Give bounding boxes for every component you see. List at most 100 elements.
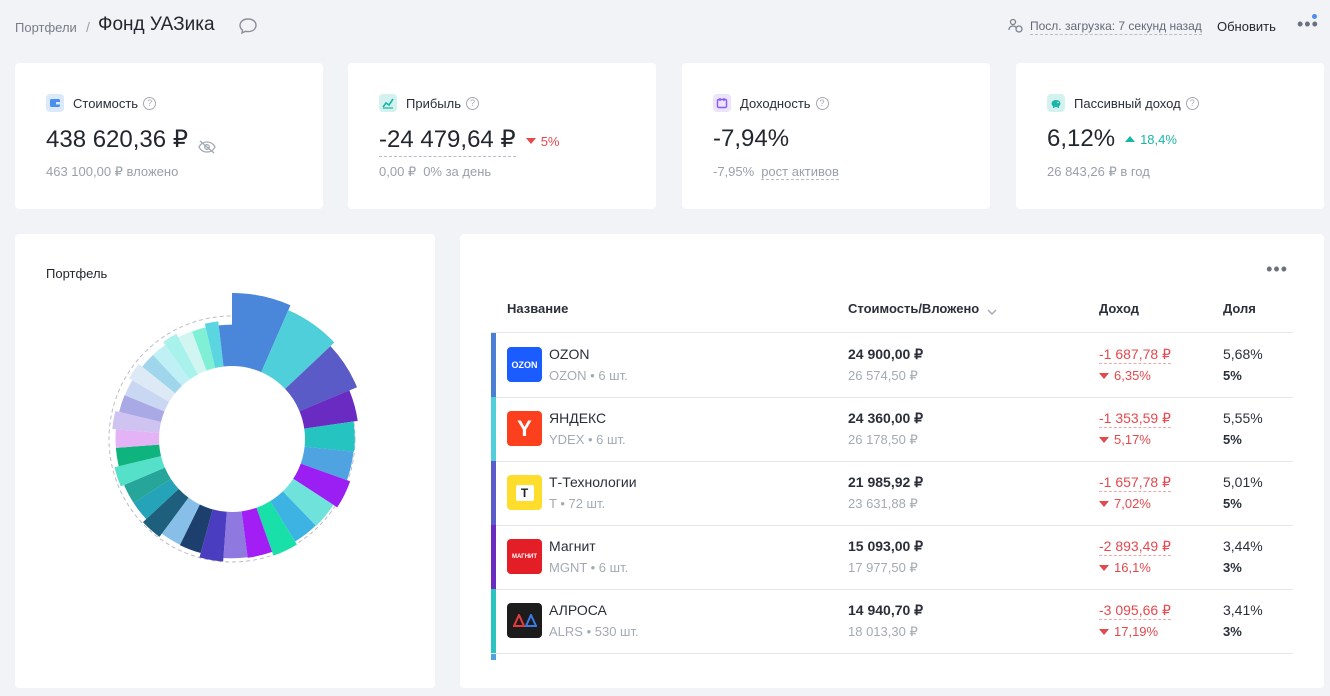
asset-ticker: YDEX • 6 шт. — [549, 432, 626, 447]
kpi-sub-value: 0,00 ₽ — [379, 164, 417, 179]
donut-slice[interactable] — [133, 478, 179, 520]
column-header-name[interactable]: Название — [507, 301, 569, 316]
sync-status-icon — [1008, 18, 1023, 33]
donut-slice[interactable] — [119, 395, 165, 422]
comment-icon[interactable] — [238, 17, 258, 35]
asset-income[interactable]: -1 687,78 ₽ — [1099, 346, 1171, 364]
asset-target-share: 3% — [1223, 624, 1242, 639]
asset-income[interactable]: -2 893,49 ₽ — [1099, 538, 1171, 556]
asset-target-share: 5% — [1223, 496, 1242, 511]
donut-slice[interactable] — [304, 421, 355, 452]
asset-cost: 24 900,00 ₽ — [848, 346, 924, 362]
kpi-label: Пассивный доход — [1074, 95, 1181, 111]
asset-cost: 14 940,70 ₽ — [848, 602, 924, 618]
asset-target-share: 5% — [1223, 432, 1242, 447]
last-load-status: Посл. загрузка: 7 секунд назад — [1030, 19, 1202, 35]
asset-invested: 18 013,30 ₽ — [848, 624, 918, 639]
portfolio-title: Портфель — [46, 266, 108, 281]
t-bank-logo-icon: T — [507, 475, 542, 510]
arrow-down-icon — [1099, 628, 1109, 635]
notification-dot — [1312, 14, 1317, 19]
donut-slice[interactable] — [112, 410, 162, 433]
donut-slice[interactable] — [293, 463, 351, 508]
kpi-sub-value: -7,95% — [713, 164, 755, 179]
row-color-bar — [491, 654, 496, 660]
donut-slice[interactable] — [300, 446, 354, 481]
arrow-down-icon — [1099, 436, 1109, 443]
help-icon[interactable]: ? — [815, 96, 829, 110]
donut-slice[interactable] — [128, 363, 176, 402]
asset-income[interactable]: -1 657,78 ₽ — [1099, 474, 1171, 492]
donut-slice[interactable] — [204, 321, 224, 368]
asset-income-percent: 6,35% — [1099, 368, 1151, 383]
portfolio-donut-chart — [108, 293, 358, 563]
refresh-button[interactable]: Обновить — [1217, 19, 1276, 34]
kpi-label: Прибыль — [406, 95, 461, 111]
asset-income[interactable]: -3 095,66 ₽ — [1099, 602, 1171, 620]
donut-slice[interactable] — [124, 380, 170, 412]
asset-income-percent: 17,19% — [1099, 624, 1158, 639]
table-row[interactable]: OZON OZON OZON • 6 шт. 24 900,00 ₽ 26 574,50… — [491, 333, 1293, 398]
donut-slice[interactable] — [152, 344, 190, 386]
breadcrumb-separator: / — [86, 19, 90, 35]
kpi-card-yield: Доходность ? -7,94% -7,95% рост активов — [682, 63, 990, 209]
help-icon[interactable]: ? — [1185, 96, 1199, 110]
donut-slice[interactable] — [161, 497, 200, 545]
donut-slice[interactable] — [232, 293, 291, 373]
asset-share: 3,41% — [1223, 602, 1263, 618]
asset-share: 3,44% — [1223, 538, 1263, 554]
donut-slice[interactable] — [285, 346, 358, 412]
asset-cost: 21 985,92 ₽ — [848, 474, 924, 490]
donut-slice[interactable] — [261, 310, 335, 389]
asset-invested: 26 178,50 ₽ — [848, 432, 918, 447]
asset-name: OZON — [549, 346, 590, 362]
kpi-value[interactable]: -24 479,64 ₽ — [379, 125, 516, 157]
donut-slice[interactable] — [124, 467, 171, 504]
donut-slice[interactable] — [142, 488, 189, 537]
asset-income[interactable]: -1 353,59 ₽ — [1099, 410, 1171, 428]
asset-share: 5,01% — [1223, 474, 1263, 490]
asset-income-percent-value: 16,1% — [1114, 560, 1151, 575]
donut-slice[interactable] — [163, 333, 198, 380]
donut-slice[interactable] — [218, 324, 232, 367]
donut-slice[interactable] — [192, 327, 216, 371]
donut-slice[interactable] — [142, 354, 182, 394]
table-more-button[interactable]: ••• — [1266, 259, 1288, 279]
kpi-card-passive-income: Пассивный доход ? 6,12% 18,4% 26 843,26 … — [1016, 63, 1324, 209]
donut-slice[interactable] — [241, 507, 273, 558]
kpi-sub-text: 0% за день — [423, 164, 492, 179]
donut-slice[interactable] — [199, 509, 227, 562]
more-menu-button[interactable]: ••• — [1297, 14, 1318, 34]
table-row[interactable]: АЛРОСА ALRS • 530 шт. 14 940,70 ₽ 18 013,30… — [491, 589, 1293, 654]
donut-slice[interactable] — [179, 504, 213, 554]
help-icon[interactable]: ? — [143, 96, 157, 110]
donut-slice[interactable] — [178, 331, 207, 375]
column-header-cost[interactable]: Стоимость/Вложено — [848, 301, 997, 316]
kpi-label: Доходность — [740, 95, 811, 111]
column-header-share[interactable]: Доля — [1223, 301, 1256, 316]
help-icon[interactable]: ? — [465, 96, 479, 110]
table-row[interactable]: T Т-Технологии T • 72 шт. 21 985,92 ₽ 23 631… — [491, 461, 1293, 526]
donut-slice[interactable] — [115, 444, 162, 467]
table-row[interactable]: Y ЯНДЕКС YDEX • 6 шт. 24 360,00 ₽ 26 178,50 … — [491, 397, 1293, 462]
asset-income-percent-value: 6,35% — [1114, 368, 1151, 383]
row-color-bar — [491, 397, 496, 461]
yandex-logo-icon: Y — [507, 411, 542, 446]
kpi-sub-text[interactable]: рост активов — [761, 164, 839, 180]
asset-invested: 26 574,50 ₽ — [848, 368, 918, 383]
donut-slice[interactable] — [223, 511, 248, 559]
row-color-bar — [491, 589, 496, 653]
donut-slice[interactable] — [282, 478, 334, 526]
table-row[interactable]: МАГНИТ Магнит MGNT • 6 шт. 15 093,00 ₽ 17 97… — [491, 525, 1293, 590]
donut-slice[interactable] — [270, 491, 316, 542]
column-header-income[interactable]: Доход — [1099, 301, 1139, 316]
asset-target-share: 5% — [1223, 368, 1242, 383]
donut-slice[interactable] — [256, 501, 297, 556]
kpi-change: 5% — [525, 134, 560, 149]
donut-slice[interactable] — [114, 456, 165, 487]
donut-slice[interactable] — [115, 429, 160, 448]
breadcrumb-parent-link[interactable]: Портфели — [15, 20, 77, 35]
logo-text: OZON — [511, 359, 538, 370]
donut-slice[interactable] — [299, 390, 358, 429]
eye-hidden-icon[interactable] — [198, 133, 216, 153]
